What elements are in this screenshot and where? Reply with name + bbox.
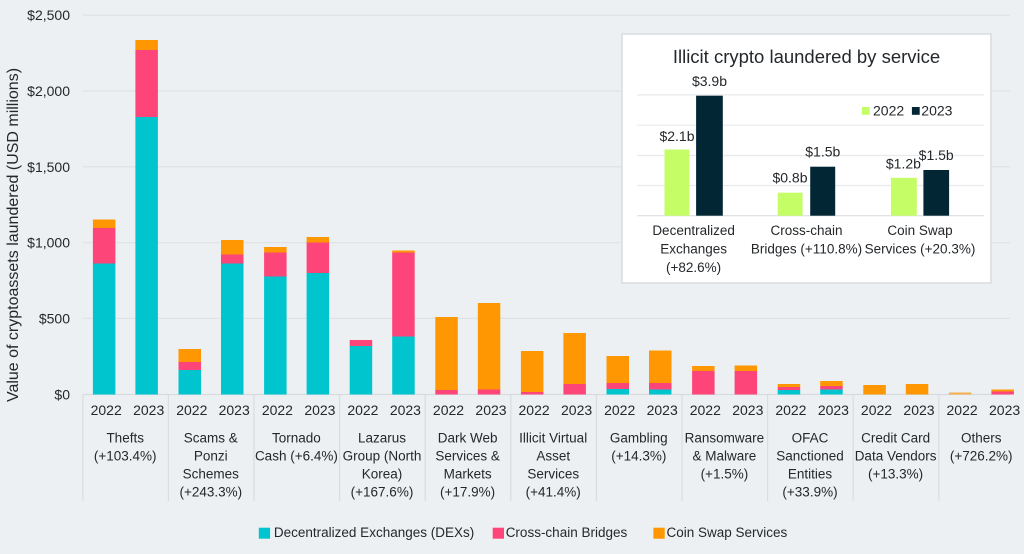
svg-text:(+33.9%): (+33.9%) — [782, 485, 837, 500]
svg-text:$2,000: $2,000 — [27, 83, 70, 99]
svg-text:(+1.5%): (+1.5%) — [701, 467, 749, 482]
svg-text:2023: 2023 — [732, 402, 763, 418]
svg-text:2023: 2023 — [561, 402, 592, 418]
svg-text:2022: 2022 — [604, 402, 635, 418]
svg-text:Cross-chain Bridges: Cross-chain Bridges — [506, 525, 628, 540]
svg-text:Ransomware: Ransomware — [685, 430, 765, 445]
svg-text:$1.5b: $1.5b — [805, 144, 840, 160]
svg-text:Data Vendors: Data Vendors — [855, 448, 937, 463]
svg-text:2022: 2022 — [947, 402, 978, 418]
svg-text:$1.5b: $1.5b — [919, 147, 954, 163]
svg-text:2023: 2023 — [219, 402, 250, 418]
svg-text:Cash (+6.4%): Cash (+6.4%) — [255, 448, 338, 463]
svg-text:Bridges (+110.8%): Bridges (+110.8%) — [751, 241, 862, 256]
svg-text:Cross-chain: Cross-chain — [770, 223, 842, 238]
svg-text:$2.1b: $2.1b — [659, 128, 694, 144]
svg-text:Markets: Markets — [444, 467, 492, 482]
svg-text:2023: 2023 — [818, 402, 849, 418]
svg-text:$500: $500 — [39, 310, 70, 326]
svg-text:2022: 2022 — [775, 402, 806, 418]
svg-text:Ponzi: Ponzi — [194, 448, 228, 463]
svg-text:Coin Swap Services: Coin Swap Services — [667, 525, 788, 540]
svg-text:2023: 2023 — [647, 402, 678, 418]
svg-text:2023: 2023 — [989, 402, 1020, 418]
svg-text:Scams &: Scams & — [184, 430, 238, 445]
svg-text:Coin Swap: Coin Swap — [887, 223, 952, 238]
svg-text:(+14.3%): (+14.3%) — [611, 448, 666, 463]
svg-text:Entities: Entities — [788, 467, 833, 482]
svg-text:Decentralized: Decentralized — [652, 223, 735, 238]
svg-text:$2,500: $2,500 — [27, 7, 70, 23]
svg-text:Group (North: Group (North — [343, 448, 422, 463]
svg-text:2022: 2022 — [861, 402, 892, 418]
svg-text:Thefts: Thefts — [106, 430, 144, 445]
svg-text:OFAC: OFAC — [792, 430, 829, 445]
svg-text:Sanctioned: Sanctioned — [776, 448, 844, 463]
svg-text:Others: Others — [961, 430, 1002, 445]
svg-text:$0.8b: $0.8b — [772, 170, 807, 186]
svg-text:Credit Card: Credit Card — [861, 430, 930, 445]
svg-text:Lazarus: Lazarus — [358, 430, 406, 445]
svg-text:Decentralized Exchanges (DEXs): Decentralized Exchanges (DEXs) — [274, 525, 474, 540]
svg-text:2022: 2022 — [433, 402, 464, 418]
svg-text:& Malware: & Malware — [693, 448, 757, 463]
svg-text:$0: $0 — [54, 387, 70, 403]
svg-text:2023: 2023 — [475, 402, 506, 418]
svg-text:Services (+20.3%): Services (+20.3%) — [865, 241, 976, 256]
svg-text:Illicit Virtual: Illicit Virtual — [519, 430, 587, 445]
svg-text:(+243.3%): (+243.3%) — [179, 485, 242, 500]
svg-text:2023: 2023 — [390, 402, 421, 418]
svg-text:2022: 2022 — [262, 402, 293, 418]
svg-text:Services: Services — [527, 467, 579, 482]
svg-text:Asset: Asset — [536, 448, 570, 463]
svg-text:2022: 2022 — [519, 402, 550, 418]
svg-text:2022: 2022 — [690, 402, 721, 418]
svg-text:2023: 2023 — [903, 402, 934, 418]
svg-text:$1.2b: $1.2b — [886, 156, 921, 172]
svg-text:Gambling: Gambling — [610, 430, 668, 445]
svg-text:(+17.9%): (+17.9%) — [440, 485, 495, 500]
svg-text:(+41.4%): (+41.4%) — [526, 485, 581, 500]
svg-text:Value of cryptoassets laundere: Value of cryptoassets laundered (USD mil… — [5, 68, 22, 402]
svg-text:2022: 2022 — [176, 402, 207, 418]
svg-text:(+13.3%): (+13.3%) — [868, 467, 923, 482]
svg-text:2023: 2023 — [304, 402, 335, 418]
svg-text:2022: 2022 — [347, 402, 378, 418]
svg-text:$1,000: $1,000 — [27, 235, 70, 251]
svg-text:(+726.2%): (+726.2%) — [950, 448, 1013, 463]
svg-text:2023: 2023 — [921, 103, 952, 119]
svg-text:Illicit crypto laundered by se: Illicit crypto laundered by service — [673, 46, 940, 67]
svg-text:$1,500: $1,500 — [27, 159, 70, 175]
svg-text:$3.9b: $3.9b — [692, 73, 727, 89]
svg-text:2023: 2023 — [133, 402, 164, 418]
svg-text:Exchanges: Exchanges — [660, 241, 727, 256]
svg-text:2022: 2022 — [873, 103, 904, 119]
svg-text:Korea): Korea) — [362, 467, 403, 482]
svg-text:Dark Web: Dark Web — [438, 430, 498, 445]
svg-text:Schemes: Schemes — [183, 467, 240, 482]
svg-text:Tornado: Tornado — [272, 430, 321, 445]
svg-text:2022: 2022 — [91, 402, 122, 418]
svg-text:(+167.6%): (+167.6%) — [351, 485, 414, 500]
svg-text:(+103.4%): (+103.4%) — [94, 448, 157, 463]
svg-text:(+82.6%): (+82.6%) — [666, 260, 721, 275]
svg-text:Services &: Services & — [435, 448, 500, 463]
